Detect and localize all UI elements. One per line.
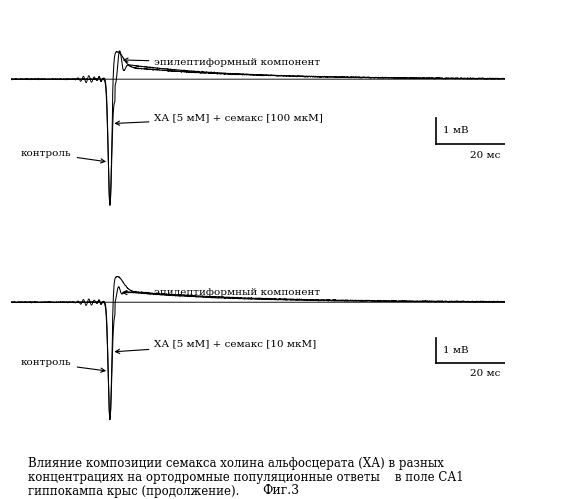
Text: 20 мс: 20 мс: [470, 369, 500, 378]
Text: контроль: контроль: [21, 149, 105, 163]
Text: ХА [5 мМ] + семакс [100 мкМ]: ХА [5 мМ] + семакс [100 мкМ]: [116, 113, 323, 125]
Text: эпилептиформный компонент: эпилептиформный компонент: [124, 58, 320, 67]
Text: 20 мс: 20 мс: [470, 151, 500, 160]
Text: Влияние композиции семакса холина альфосцерата (ХА) в разных: Влияние композиции семакса холина альфос…: [28, 457, 444, 470]
Text: 1 мВ: 1 мВ: [443, 126, 469, 136]
Text: гиппокампа крыс (продолжение).: гиппокампа крыс (продолжение).: [28, 485, 240, 498]
Text: 1 мВ: 1 мВ: [443, 346, 469, 355]
Text: Фиг.3: Фиг.3: [262, 484, 299, 497]
Text: ХА [5 мМ] + семакс [10 мкМ]: ХА [5 мМ] + семакс [10 мкМ]: [116, 339, 316, 353]
Text: концентрациях на ортодромные популяционные ответы    в поле СА1: концентрациях на ортодромные популяционн…: [28, 471, 464, 484]
Text: эпилептиформный компонент: эпилептиформный компонент: [123, 288, 320, 297]
Text: контроль: контроль: [21, 358, 105, 372]
